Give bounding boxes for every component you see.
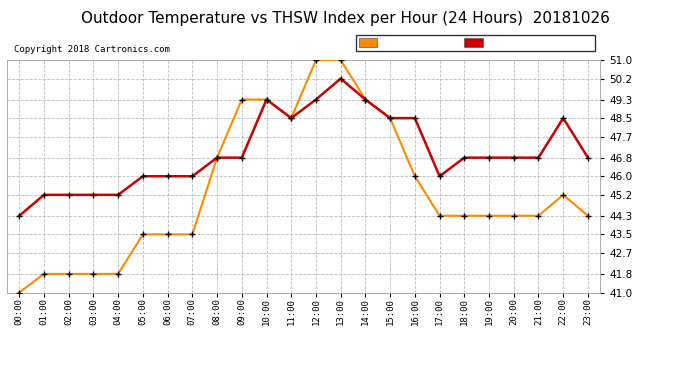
Text: Copyright 2018 Cartronics.com: Copyright 2018 Cartronics.com [14,45,170,54]
Text: Outdoor Temperature vs THSW Index per Hour (24 Hours)  20181026: Outdoor Temperature vs THSW Index per Ho… [81,11,609,26]
Legend: THSW  (°F), Temperature  (°F): THSW (°F), Temperature (°F) [355,35,595,51]
